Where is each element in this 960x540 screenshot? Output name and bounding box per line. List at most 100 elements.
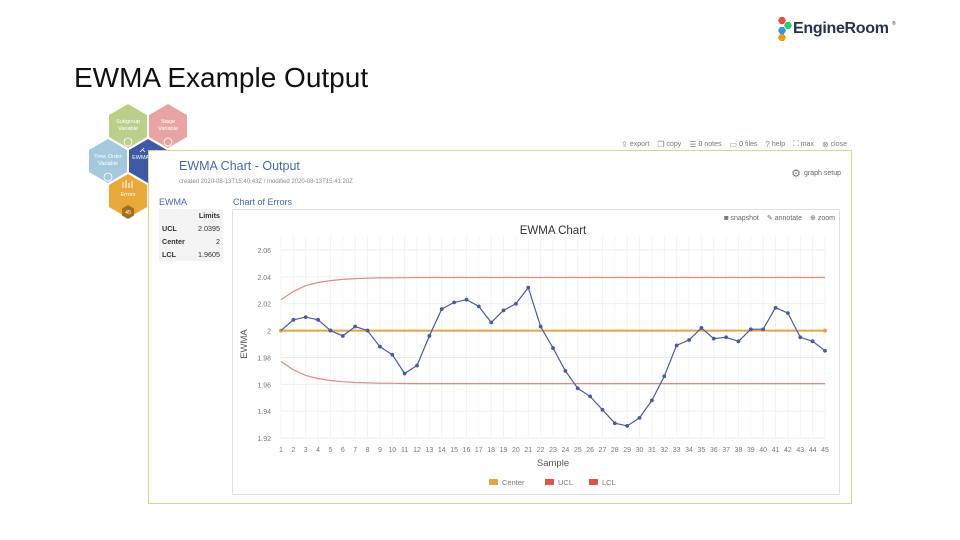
x-tick-label: 23: [549, 447, 557, 454]
ewma-data-point[interactable]: [637, 415, 642, 420]
ewma-data-point[interactable]: [662, 374, 667, 379]
ewma-data-point[interactable]: [464, 297, 469, 302]
ewma-data-point[interactable]: [773, 305, 778, 310]
legend-swatch: [589, 479, 598, 485]
ewma-data-point[interactable]: [402, 371, 407, 376]
ewma-data-point[interactable]: [514, 301, 518, 306]
ewma-data-point[interactable]: [724, 335, 728, 340]
ewma-data-point[interactable]: [328, 328, 333, 333]
ewma-data-point[interactable]: [736, 339, 741, 344]
max-button[interactable]: ⛶ max: [793, 139, 814, 149]
legend-label[interactable]: LCL: [602, 478, 616, 487]
ewma-data-point[interactable]: [526, 285, 531, 290]
close-icon: ⊗: [821, 139, 829, 149]
ewma-data-point[interactable]: [390, 352, 395, 357]
hex-stage-label-2: Variable: [158, 126, 178, 132]
ewma-data-point[interactable]: [625, 424, 630, 428]
ewma-data-point[interactable]: [551, 346, 555, 350]
hex-errors[interactable]: Errors 45: [109, 174, 147, 219]
x-tick-label: 31: [648, 447, 656, 454]
chart-of-errors-label: Chart of Errors: [233, 197, 293, 207]
brand-trademark: ®: [892, 21, 896, 27]
ewma-data-point[interactable]: [687, 338, 691, 342]
ewma-data-point[interactable]: [427, 334, 432, 338]
x-tick-label: 42: [784, 447, 792, 454]
wrench-icon: [139, 147, 146, 153]
ewma-data-point[interactable]: [612, 421, 617, 426]
help-button[interactable]: ? help: [765, 139, 785, 149]
y-tick-label: 1.98: [257, 355, 271, 362]
graph-setup-button[interactable]: ⚙ graph setup: [791, 167, 841, 180]
ewma-data-point[interactable]: [674, 343, 679, 348]
files-button[interactable]: ▭ 0 files: [730, 139, 758, 149]
x-tick-label: 10: [388, 447, 396, 454]
export-button[interactable]: ⇪ export: [621, 139, 649, 149]
ewma-data-point[interactable]: [340, 334, 345, 338]
ewma-data-point[interactable]: [415, 363, 419, 368]
y-tick-label: 2.06: [257, 248, 271, 255]
zoom-button[interactable]: ⊕ zoom: [810, 214, 835, 223]
ewma-data-point[interactable]: [365, 328, 370, 333]
ewma-data-point[interactable]: [761, 327, 766, 332]
gear-icon: ⚙: [791, 168, 802, 180]
ewma-data-point[interactable]: [575, 386, 580, 391]
ewma-data-point[interactable]: [378, 344, 382, 349]
x-tick-label: 16: [463, 447, 471, 454]
ewma-data-point[interactable]: [501, 308, 506, 313]
x-tick-label: 18: [487, 447, 495, 454]
x-tick-label: 38: [735, 447, 743, 454]
ewma-data-point[interactable]: [588, 394, 592, 399]
close-button[interactable]: ⊗ close: [822, 139, 847, 149]
legend-label[interactable]: Center: [502, 478, 525, 487]
notes-count: 0: [698, 140, 703, 148]
info-icon: [103, 172, 113, 182]
output-panel: ⇪ export ❐ copy ☰ 0 notes ▭ 0 files ? help ⛶ max…: [148, 139, 852, 504]
legend-label[interactable]: UCL: [558, 478, 573, 487]
ewma-data-point[interactable]: [538, 324, 543, 329]
ewma-data-point[interactable]: [650, 398, 654, 403]
ewma-data-point[interactable]: [786, 311, 790, 316]
x-tick-label: 12: [413, 447, 421, 454]
copy-button[interactable]: ❐ copy: [657, 139, 681, 149]
annotate-button[interactable]: ✎ annotate: [767, 214, 802, 223]
hex-subgroup-variable[interactable]: Subgroup Variable: [109, 104, 147, 148]
hex-stage-variable[interactable]: Stage Variable: [149, 104, 187, 148]
limits-header: Limits: [198, 211, 220, 220]
ewma-data-point[interactable]: [600, 407, 605, 412]
ewma-data-point[interactable]: [303, 315, 308, 320]
y-tick-label: 1.94: [257, 409, 271, 416]
ewma-data-point[interactable]: [563, 368, 568, 373]
hex-time-order-variable[interactable]: Time Order Variable: [89, 139, 127, 183]
x-tick-label: 21: [524, 447, 532, 454]
ewma-data-point[interactable]: [291, 317, 296, 322]
limits-label: LCL: [162, 250, 176, 259]
panel-meta: created 2020-08-13T15:40:43Z / modified …: [179, 179, 353, 185]
slide-title: EWMA Example Output: [74, 62, 369, 93]
panel-title: EWMA Chart - Output: [179, 159, 300, 173]
ewma-data-point[interactable]: [810, 339, 815, 344]
ewma-data-point[interactable]: [439, 307, 444, 311]
maximize-icon: ⛶: [793, 139, 799, 148]
ewma-data-point[interactable]: [711, 336, 716, 341]
x-tick-label: 24: [561, 447, 569, 454]
ewma-data-point[interactable]: [798, 335, 803, 340]
ewma-data-point[interactable]: [489, 320, 494, 325]
notes-icon: ☰: [689, 139, 697, 149]
notes-button[interactable]: ☰ 0 notes: [689, 139, 721, 149]
ewma-data-point[interactable]: [353, 324, 358, 329]
ewma-data-point[interactable]: [452, 300, 456, 305]
x-tick-label: 44: [809, 447, 817, 454]
chart-title: EWMA Chart: [520, 225, 587, 237]
ewma-data-point[interactable]: [823, 348, 827, 353]
x-tick-label: 14: [438, 447, 446, 454]
x-tick-label: 2: [291, 447, 295, 454]
limits-row-lcl: LCL 1.9605: [159, 248, 223, 261]
limits-label: UCL: [162, 224, 177, 233]
ewma-data-point[interactable]: [476, 304, 481, 309]
x-tick-label: 36: [710, 447, 718, 454]
ewma-data-point[interactable]: [699, 325, 704, 330]
ewma-data-point[interactable]: [316, 317, 320, 322]
x-tick-label: 27: [599, 447, 607, 454]
ewma-data-point[interactable]: [748, 327, 753, 332]
snapshot-button[interactable]: ◙ snapshot: [724, 214, 759, 222]
